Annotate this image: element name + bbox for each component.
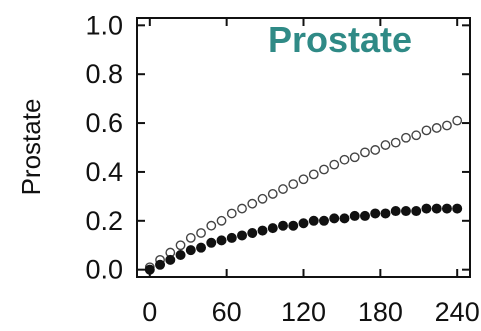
data-point-open: [257, 193, 268, 204]
y-tick-label: 0.8: [85, 59, 123, 89]
data-point-filled: [339, 213, 350, 224]
y-tick-label: 0.6: [85, 108, 123, 138]
data-point-filled: [452, 203, 463, 214]
data-point-open: [216, 215, 227, 226]
y-tick-label: 0.4: [85, 157, 123, 187]
data-point-filled: [257, 225, 268, 236]
data-point-open: [329, 159, 340, 170]
data-point-open: [308, 169, 319, 180]
data-point-open: [411, 130, 422, 141]
data-point-open: [421, 125, 432, 136]
data-point-filled: [308, 215, 319, 226]
x-tick-label: 0: [142, 297, 157, 327]
y-axis-title: Prostate: [16, 99, 46, 196]
y-tick-labels: 0.0 0.2 0.4 0.6 0.8 1.0: [85, 10, 123, 284]
data-point-open: [267, 189, 278, 199]
data-point-filled: [196, 242, 207, 253]
y-tick-label: 0.0: [85, 255, 123, 285]
x-tick-label: 180: [358, 297, 403, 327]
x-tick-label: 60: [212, 297, 242, 327]
data-point-open: [175, 240, 186, 251]
x-tick-label: 240: [435, 297, 480, 327]
data-point-filled: [298, 218, 309, 229]
data-point-filled: [247, 228, 258, 239]
data-point-open: [298, 174, 309, 185]
data-point-filled: [216, 235, 227, 246]
data-point-open: [288, 179, 299, 190]
x-tick-label: 120: [281, 297, 326, 327]
data-point-filled: [226, 232, 237, 243]
series-filled-circles: [144, 203, 463, 275]
data-point-open: [247, 198, 258, 209]
x-tick-labels: 0 60 120 180 240: [142, 297, 479, 327]
data-point-open: [380, 140, 391, 150]
data-point-open: [431, 123, 442, 133]
y-tick-label: 1.0: [85, 10, 123, 40]
data-point-filled: [155, 259, 166, 270]
data-point-filled: [411, 206, 422, 217]
data-point-open: [339, 154, 350, 165]
data-point-filled: [359, 210, 370, 221]
data-point-filled: [380, 208, 391, 219]
data-point-filled: [206, 237, 217, 248]
data-point-filled: [390, 206, 401, 217]
data-point-filled: [278, 220, 289, 231]
data-point-filled: [400, 206, 411, 217]
data-point-open: [401, 132, 411, 143]
data-point-filled: [185, 245, 196, 256]
data-point-open: [360, 147, 370, 158]
y-tick-label: 0.2: [85, 206, 123, 236]
data-point-open: [206, 220, 217, 231]
chart-title: Prostate: [268, 19, 412, 60]
data-point-filled: [431, 203, 442, 214]
data-point-filled: [144, 264, 155, 275]
data-point-open: [319, 164, 329, 175]
data-point-open: [196, 228, 206, 238]
data-point-open: [442, 120, 452, 131]
data-point-filled: [421, 203, 432, 214]
data-point-filled: [288, 220, 299, 231]
data-point-open: [185, 233, 196, 243]
data-point-open: [278, 184, 288, 194]
data-point-filled: [370, 208, 381, 219]
data-point-open: [349, 152, 360, 163]
data-point-filled: [318, 215, 329, 226]
data-point-filled: [165, 254, 176, 265]
data-point-open: [452, 115, 463, 126]
data-point-filled: [175, 250, 186, 261]
data-point-filled: [441, 203, 452, 214]
data-point-filled: [349, 210, 360, 221]
data-point-open: [237, 203, 247, 214]
data-point-filled: [237, 230, 248, 241]
data-point-open: [226, 208, 237, 219]
data-point-filled: [329, 213, 340, 224]
data-point-open: [390, 137, 401, 148]
data-point-open: [370, 145, 381, 155]
data-point-filled: [267, 223, 278, 234]
